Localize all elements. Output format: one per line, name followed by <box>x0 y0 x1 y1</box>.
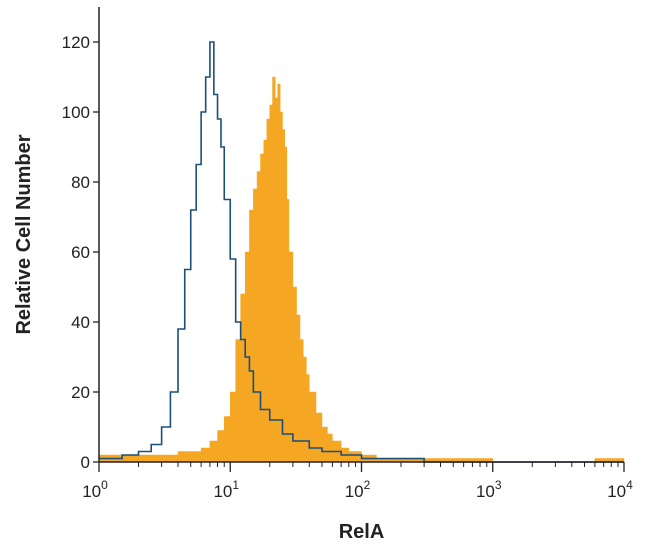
y-tick-label: 0 <box>81 453 90 472</box>
y-axis-title: Relative Cell Number <box>13 134 35 334</box>
x-axis-title: RelA <box>339 521 385 543</box>
x-tick-label: 103 <box>476 478 502 501</box>
y-axis-ticks: 0 20 40 60 80 100 120 <box>62 33 99 472</box>
y-tick-label: 40 <box>71 313 90 332</box>
y-tick-label: 120 <box>62 33 90 52</box>
x-tick-label: 101 <box>213 478 239 501</box>
y-tick-label: 80 <box>71 173 90 192</box>
series-filled-histogram <box>98 76 625 463</box>
x-tick-label: 104 <box>607 478 633 501</box>
x-axis-ticks: 100 101 102 103 104 <box>82 462 633 501</box>
y-tick-label: 20 <box>71 383 90 402</box>
series-outline-histogram <box>99 41 624 463</box>
x-tick-label: 102 <box>345 478 371 501</box>
y-tick-label: 100 <box>62 103 90 122</box>
y-tick-label: 60 <box>71 243 90 262</box>
axes <box>98 7 624 463</box>
x-tick-label: 100 <box>82 478 108 501</box>
series-layer <box>98 41 625 463</box>
